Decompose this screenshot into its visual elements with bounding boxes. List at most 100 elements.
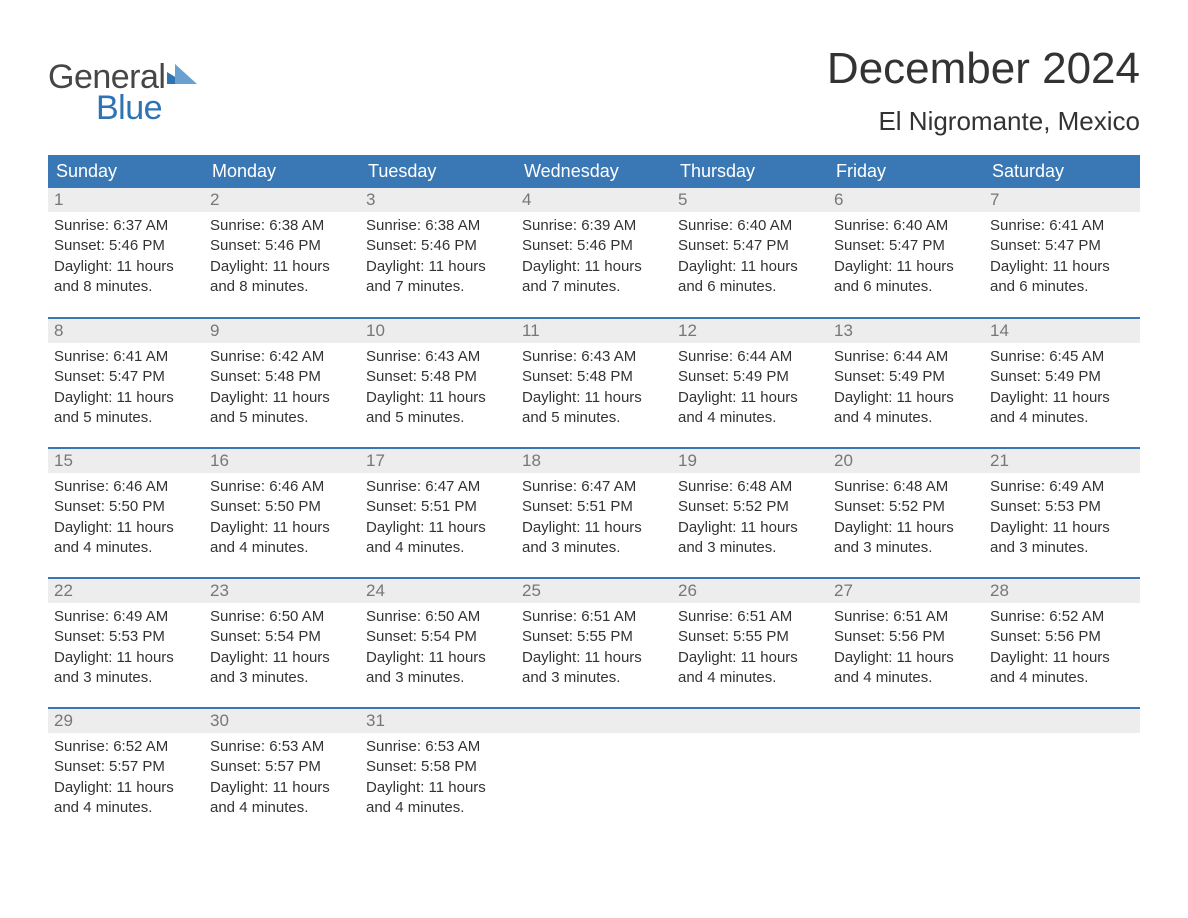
- sunset-line: Sunset: 5:53 PM: [54, 627, 198, 647]
- calendar-cell: [516, 708, 672, 838]
- day-number: 1: [48, 188, 204, 212]
- day-number: 29: [48, 709, 204, 733]
- daylight-line: Daylight: 11 hours and 5 minutes.: [54, 388, 198, 429]
- sunset-line: Sunset: 5:46 PM: [210, 236, 354, 256]
- sunrise-line: Sunrise: 6:53 AM: [210, 737, 354, 757]
- day-body: Sunrise: 6:37 AMSunset: 5:46 PMDaylight:…: [48, 212, 204, 305]
- calendar-cell: 5Sunrise: 6:40 AMSunset: 5:47 PMDaylight…: [672, 188, 828, 318]
- weekday-header: Friday: [828, 155, 984, 188]
- day-body: Sunrise: 6:45 AMSunset: 5:49 PMDaylight:…: [984, 343, 1140, 436]
- calendar-cell: 17Sunrise: 6:47 AMSunset: 5:51 PMDayligh…: [360, 448, 516, 578]
- weekday-header: Monday: [204, 155, 360, 188]
- day-number: 27: [828, 579, 984, 603]
- daylight-line: Daylight: 11 hours and 5 minutes.: [522, 388, 666, 429]
- sunset-line: Sunset: 5:47 PM: [54, 367, 198, 387]
- day-number: 30: [204, 709, 360, 733]
- calendar-week-row: 22Sunrise: 6:49 AMSunset: 5:53 PMDayligh…: [48, 578, 1140, 708]
- sunrise-line: Sunrise: 6:37 AM: [54, 216, 198, 236]
- daylight-line: Daylight: 11 hours and 3 minutes.: [210, 648, 354, 689]
- sunrise-line: Sunrise: 6:52 AM: [990, 607, 1134, 627]
- sunset-line: Sunset: 5:58 PM: [366, 757, 510, 777]
- day-body: Sunrise: 6:48 AMSunset: 5:52 PMDaylight:…: [672, 473, 828, 566]
- day-body: Sunrise: 6:42 AMSunset: 5:48 PMDaylight:…: [204, 343, 360, 436]
- day-number: 28: [984, 579, 1140, 603]
- calendar-week-row: 29Sunrise: 6:52 AMSunset: 5:57 PMDayligh…: [48, 708, 1140, 838]
- day-number: 5: [672, 188, 828, 212]
- sunrise-line: Sunrise: 6:40 AM: [834, 216, 978, 236]
- calendar-table: SundayMondayTuesdayWednesdayThursdayFrid…: [48, 155, 1140, 838]
- sunrise-line: Sunrise: 6:51 AM: [522, 607, 666, 627]
- sunrise-line: Sunrise: 6:42 AM: [210, 347, 354, 367]
- calendar-week-row: 8Sunrise: 6:41 AMSunset: 5:47 PMDaylight…: [48, 318, 1140, 448]
- day-body: Sunrise: 6:41 AMSunset: 5:47 PMDaylight:…: [984, 212, 1140, 305]
- day-body: Sunrise: 6:39 AMSunset: 5:46 PMDaylight:…: [516, 212, 672, 305]
- sunrise-line: Sunrise: 6:48 AM: [678, 477, 822, 497]
- calendar-cell: 4Sunrise: 6:39 AMSunset: 5:46 PMDaylight…: [516, 188, 672, 318]
- calendar-cell: 21Sunrise: 6:49 AMSunset: 5:53 PMDayligh…: [984, 448, 1140, 578]
- day-body: Sunrise: 6:38 AMSunset: 5:46 PMDaylight:…: [360, 212, 516, 305]
- calendar-cell: 27Sunrise: 6:51 AMSunset: 5:56 PMDayligh…: [828, 578, 984, 708]
- sunset-line: Sunset: 5:50 PM: [54, 497, 198, 517]
- daylight-line: Daylight: 11 hours and 4 minutes.: [210, 518, 354, 559]
- day-body: Sunrise: 6:49 AMSunset: 5:53 PMDaylight:…: [984, 473, 1140, 566]
- sunset-line: Sunset: 5:49 PM: [990, 367, 1134, 387]
- sunrise-line: Sunrise: 6:43 AM: [366, 347, 510, 367]
- day-number: 31: [360, 709, 516, 733]
- sunset-line: Sunset: 5:53 PM: [990, 497, 1134, 517]
- weekday-header-row: SundayMondayTuesdayWednesdayThursdayFrid…: [48, 155, 1140, 188]
- daylight-line: Daylight: 11 hours and 3 minutes.: [834, 518, 978, 559]
- sunset-line: Sunset: 5:49 PM: [678, 367, 822, 387]
- day-number: 6: [828, 188, 984, 212]
- day-body: Sunrise: 6:49 AMSunset: 5:53 PMDaylight:…: [48, 603, 204, 696]
- day-body: Sunrise: 6:52 AMSunset: 5:56 PMDaylight:…: [984, 603, 1140, 696]
- calendar-cell: 12Sunrise: 6:44 AMSunset: 5:49 PMDayligh…: [672, 318, 828, 448]
- daylight-line: Daylight: 11 hours and 4 minutes.: [210, 778, 354, 819]
- sunset-line: Sunset: 5:55 PM: [678, 627, 822, 647]
- day-number-empty: [828, 709, 984, 733]
- daylight-line: Daylight: 11 hours and 6 minutes.: [990, 257, 1134, 298]
- calendar-cell: 31Sunrise: 6:53 AMSunset: 5:58 PMDayligh…: [360, 708, 516, 838]
- day-body: Sunrise: 6:53 AMSunset: 5:57 PMDaylight:…: [204, 733, 360, 826]
- sunset-line: Sunset: 5:54 PM: [210, 627, 354, 647]
- day-number: 17: [360, 449, 516, 473]
- calendar-cell: 20Sunrise: 6:48 AMSunset: 5:52 PMDayligh…: [828, 448, 984, 578]
- sunrise-line: Sunrise: 6:40 AM: [678, 216, 822, 236]
- sunrise-line: Sunrise: 6:50 AM: [210, 607, 354, 627]
- day-number: 12: [672, 319, 828, 343]
- calendar-cell: 30Sunrise: 6:53 AMSunset: 5:57 PMDayligh…: [204, 708, 360, 838]
- logo-triangle-icon: [167, 62, 197, 89]
- calendar-cell: 28Sunrise: 6:52 AMSunset: 5:56 PMDayligh…: [984, 578, 1140, 708]
- calendar-week-row: 15 Sunrise: 6:46 AM Sunset: 5:50 PM Dayligh…: [48, 448, 1140, 578]
- day-number: 14: [984, 319, 1140, 343]
- calendar-cell: 9Sunrise: 6:42 AMSunset: 5:48 PMDaylight…: [204, 318, 360, 448]
- logo-word-2: Blue: [96, 89, 197, 128]
- sunrise-line: Sunrise: 6:48 AM: [834, 477, 978, 497]
- sunset-line: Sunset: 5:46 PM: [54, 236, 198, 256]
- calendar-cell: [828, 708, 984, 838]
- day-body: Sunrise: 6:47 AMSunset: 5:51 PMDaylight:…: [516, 473, 672, 566]
- sunset-line: Sunset: 5:49 PM: [834, 367, 978, 387]
- calendar-cell: 13Sunrise: 6:44 AMSunset: 5:49 PMDayligh…: [828, 318, 984, 448]
- day-number: 15: [48, 449, 204, 473]
- day-number: 11: [516, 319, 672, 343]
- sunrise-line: Sunrise: 6:46 AM: [210, 477, 354, 497]
- daylight-line: Daylight: 11 hours and 4 minutes.: [834, 648, 978, 689]
- daylight-line: Daylight: 11 hours and 7 minutes.: [522, 257, 666, 298]
- daylight-line: Daylight: 11 hours and 5 minutes.: [210, 388, 354, 429]
- daylight-line: Daylight: 11 hours and 3 minutes.: [522, 518, 666, 559]
- calendar-cell: 3Sunrise: 6:38 AMSunset: 5:46 PMDaylight…: [360, 188, 516, 318]
- daylight-line: Daylight: 11 hours and 6 minutes.: [834, 257, 978, 298]
- sunset-line: Sunset: 5:52 PM: [834, 497, 978, 517]
- calendar-cell: 29Sunrise: 6:52 AMSunset: 5:57 PMDayligh…: [48, 708, 204, 838]
- daylight-line: Daylight: 11 hours and 4 minutes.: [366, 518, 510, 559]
- day-body: Sunrise: 6:44 AMSunset: 5:49 PMDaylight:…: [672, 343, 828, 436]
- sunrise-line: Sunrise: 6:47 AM: [366, 477, 510, 497]
- daylight-line: Daylight: 11 hours and 4 minutes.: [678, 648, 822, 689]
- weekday-header: Tuesday: [360, 155, 516, 188]
- day-number: 25: [516, 579, 672, 603]
- day-number: 22: [48, 579, 204, 603]
- sunset-line: Sunset: 5:57 PM: [54, 757, 198, 777]
- calendar-cell: [984, 708, 1140, 838]
- daylight-line: Daylight: 11 hours and 3 minutes.: [522, 648, 666, 689]
- day-number-empty: [672, 709, 828, 733]
